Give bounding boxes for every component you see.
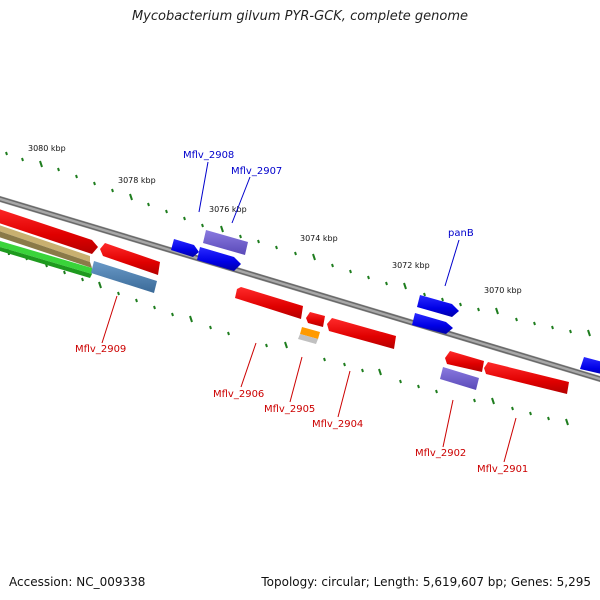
label-mflv2902: Mflv_2902 (415, 448, 466, 459)
gene-labels: Mflv_2908 Mflv_2907 panB Mflv_2909 Mflv_… (75, 150, 528, 475)
label-mflv2904: Mflv_2904 (312, 419, 363, 430)
label-mflv2907: Mflv_2907 (231, 166, 282, 177)
scale-label-3078: 3078 kbp (118, 176, 156, 185)
gene-mflv2906 (235, 287, 303, 319)
label-mflv2909: Mflv_2909 (75, 344, 126, 355)
gene-mflv2902-red (445, 351, 484, 372)
scale-label-3074: 3074 kbp (300, 234, 338, 243)
label-panb: panB (448, 228, 474, 239)
gene-blue-2 (412, 313, 453, 334)
scale-label-3070: 3070 kbp (484, 286, 522, 295)
genome-stats-text: Topology: circular; Length: 5,619,607 bp… (261, 575, 591, 589)
gene-mflv2908 (171, 239, 199, 257)
gene-panb (417, 295, 459, 317)
feature-green-bar (0, 240, 92, 274)
accession-text: Accession: NC_009338 (9, 575, 146, 589)
gene-red-left-edge (0, 209, 98, 254)
gene-blue-right-edge (580, 357, 600, 374)
reverse-strand-genes (100, 243, 569, 394)
forward-strand-genes (171, 239, 600, 374)
label-mflv2906: Mflv_2906 (213, 389, 264, 400)
inner-scale-ticks (7, 248, 569, 426)
gene-mflv2904 (327, 318, 396, 349)
gene-mflv2907-purple (203, 230, 248, 255)
label-mflv2905: Mflv_2905 (264, 404, 315, 415)
gene-mflv2902-purple (440, 367, 479, 390)
scale-labels: 3080 kbp 3078 kbp 3076 kbp 3074 kbp 3072… (28, 144, 522, 295)
purple-features (203, 230, 479, 390)
scale-label-3080: 3080 kbp (28, 144, 66, 153)
label-mflv2901: Mflv_2901 (477, 464, 528, 475)
leader-lines (101, 161, 517, 463)
outer-scale-ticks (5, 151, 591, 337)
left-edge-features (0, 209, 98, 278)
label-mflv2908: Mflv_2908 (183, 150, 234, 161)
small-feature-mflv2905 (298, 327, 320, 344)
gene-red-1 (100, 243, 160, 275)
feature-tan-bar (0, 225, 90, 262)
gene-mflv2901 (484, 362, 569, 394)
scale-label-3072: 3072 kbp (392, 261, 430, 270)
gene-mflv2909 (91, 261, 157, 293)
gene-mflv2907-blue (197, 247, 241, 271)
map-title: Mycobacterium gilvum PYR-GCK, complete g… (131, 9, 469, 24)
scale-label-3076: 3076 kbp (209, 205, 247, 214)
gene-mflv2905-red (306, 312, 325, 327)
genome-backbone (0, 195, 600, 383)
